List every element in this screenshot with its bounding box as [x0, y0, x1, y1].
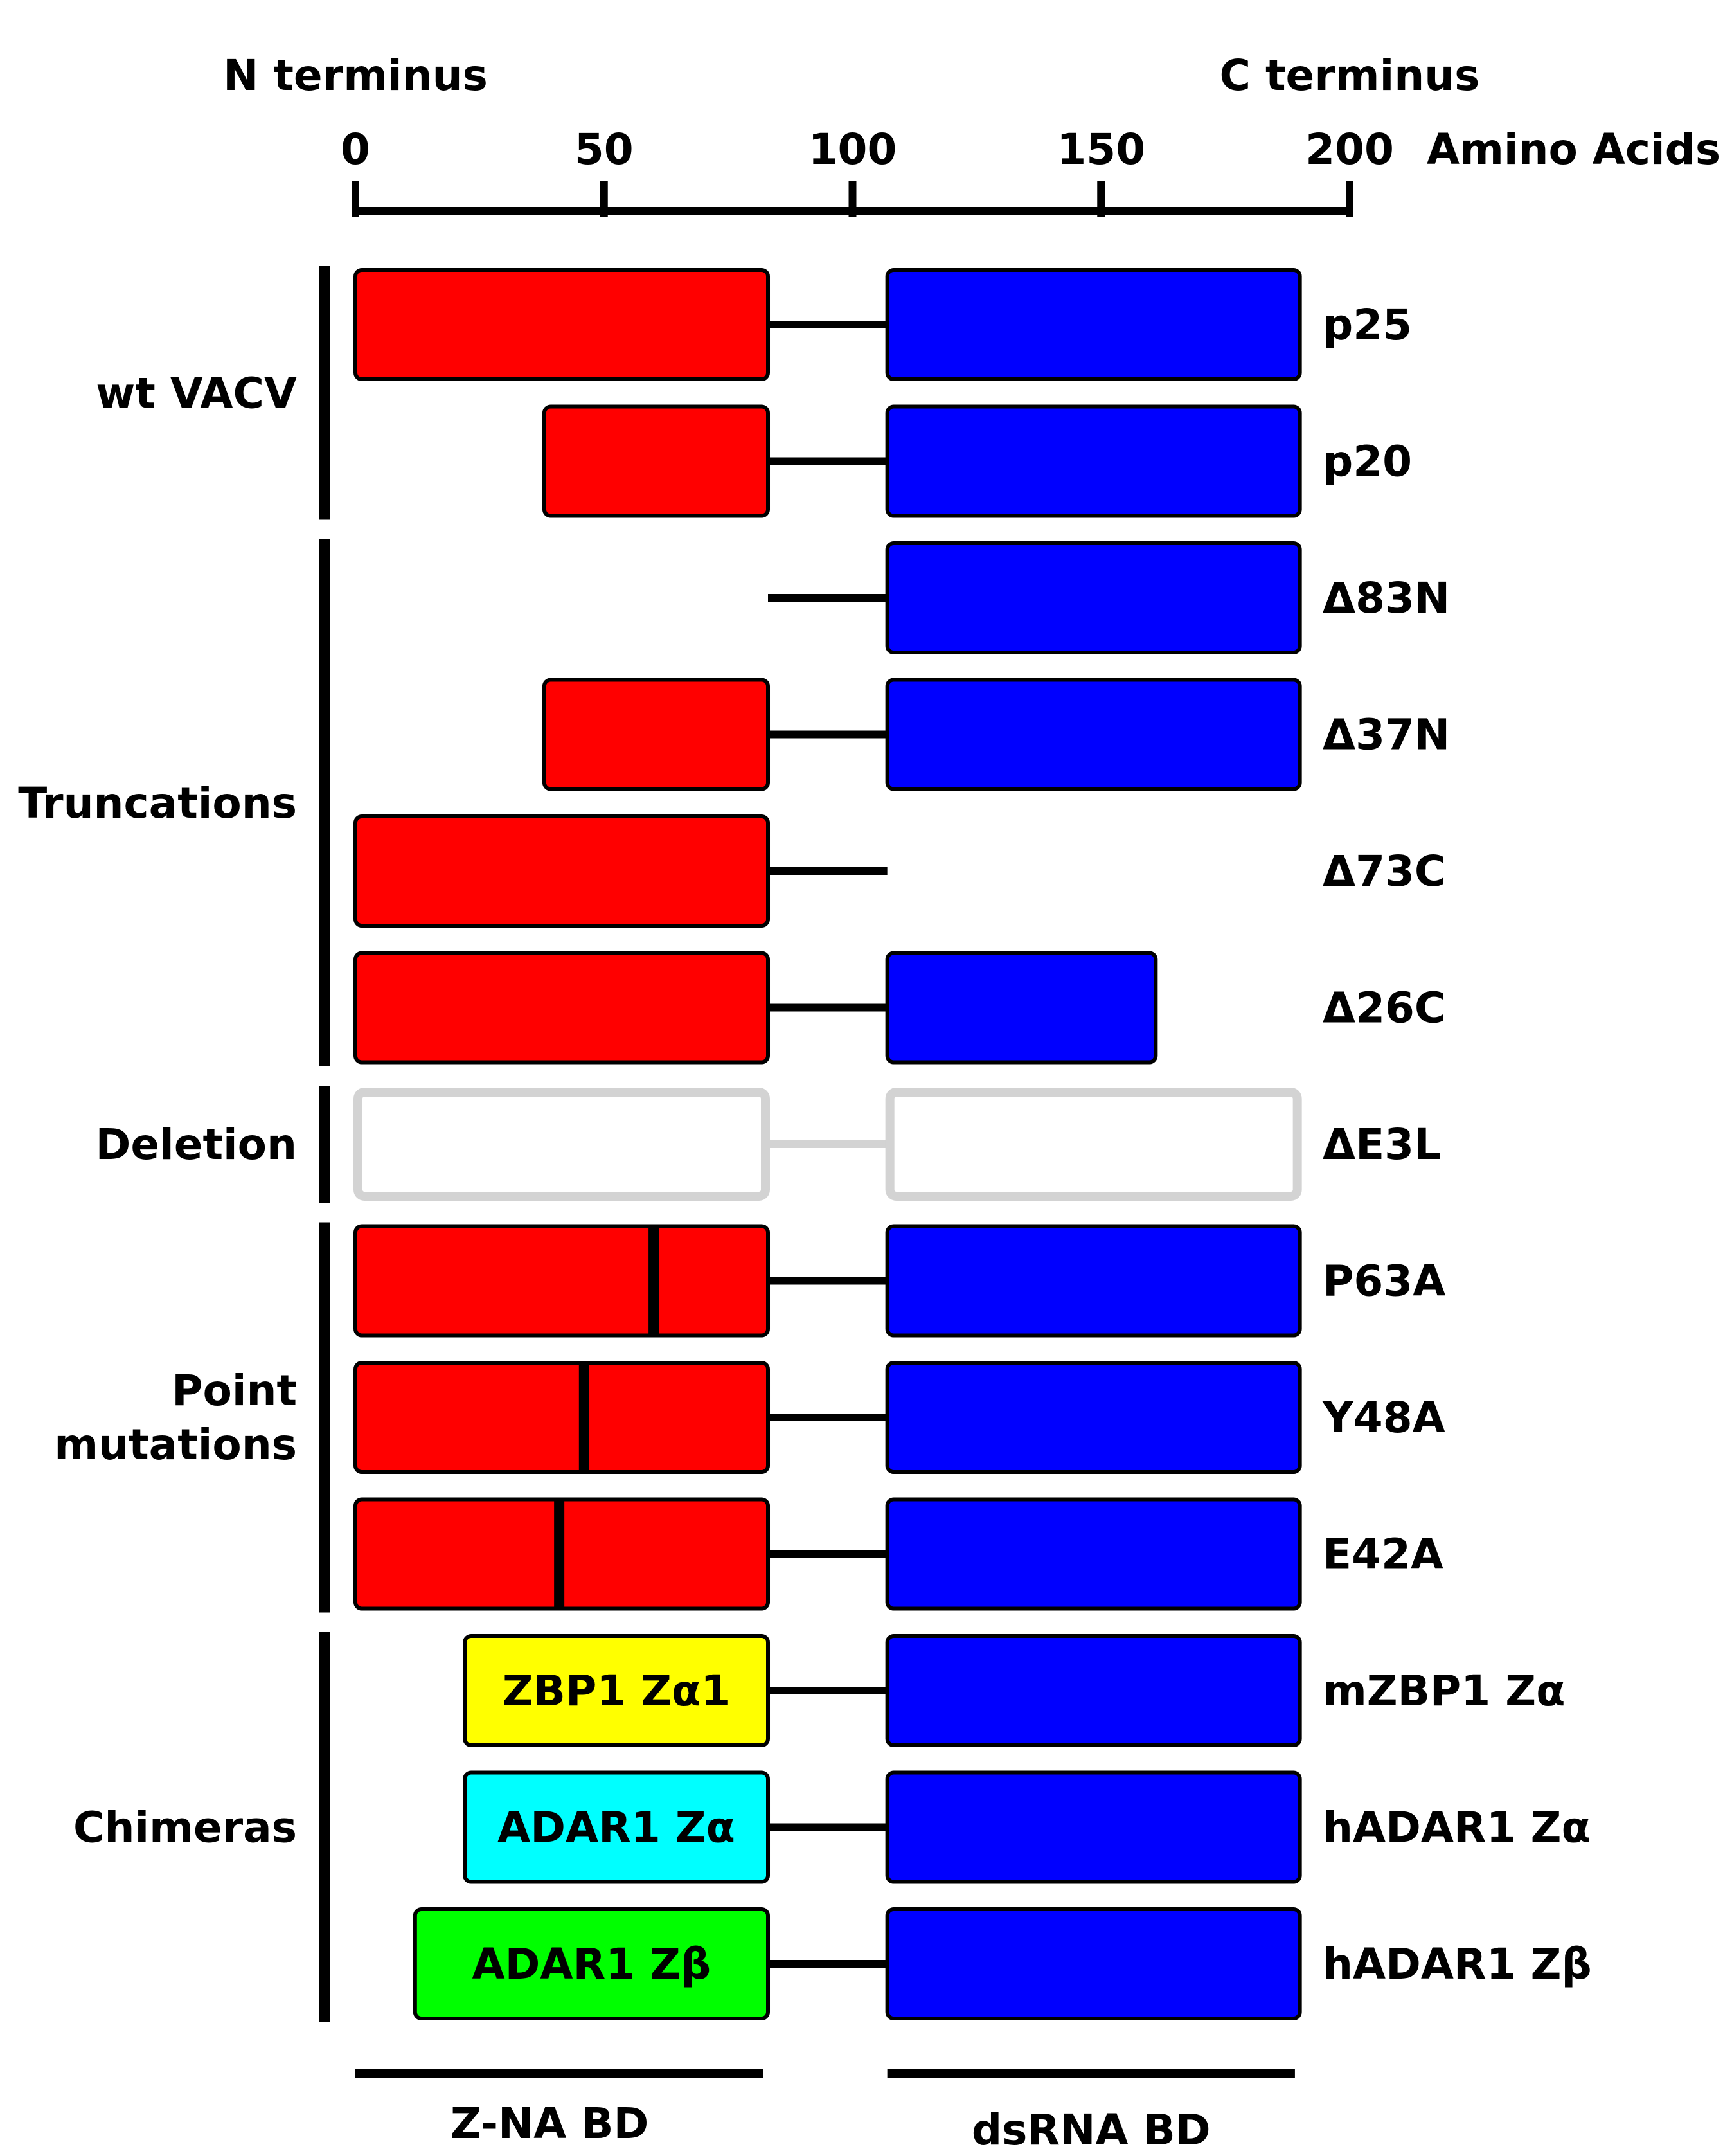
construct-row: ADAR1 Zα hADAR1 Zα [463, 1770, 1591, 1884]
construct-row: Δ83N [768, 541, 1450, 654]
zna-domain [353, 1224, 771, 1338]
construct-label: ΔE3L [1323, 1120, 1441, 1169]
dsrna-domain [885, 1770, 1302, 1884]
n-terminus-label: N terminus [223, 51, 488, 100]
construct-row: Δ37N [542, 678, 1450, 791]
construct-label: Y48A [1322, 1393, 1445, 1442]
construct-label: p25 [1323, 300, 1412, 350]
axis-unit-label: Amino Acids [1427, 125, 1720, 174]
dsrna-domain [885, 541, 1302, 654]
axis-tick-label: 0 [341, 125, 370, 174]
axis-tick-label: 200 [1305, 125, 1394, 174]
construct-row: Y48A [353, 1361, 1445, 1474]
dsrna-domain [885, 404, 1302, 518]
construct-row: P63A [353, 1224, 1445, 1338]
construct-label: mZBP1 Zα [1323, 1666, 1565, 1716]
domain-footer: Z-NA BD dsRNA BD [355, 2069, 1295, 2155]
domain-label: ZBP1 Zα1 [503, 1666, 731, 1716]
construct-row: E42A [353, 1497, 1443, 1611]
construct-groups: wt VACV Truncations Deletion Point mutations… [18, 266, 330, 2022]
construct-row: Δ73C [353, 814, 1445, 928]
construct-label: Δ73C [1323, 847, 1445, 896]
zna-domain [353, 951, 771, 1065]
construct-label: p20 [1323, 437, 1412, 487]
axis-tick-label: 50 [575, 125, 634, 174]
dsrna-domain [885, 1907, 1302, 2020]
dsrna-domain [885, 1224, 1302, 1338]
zna-domain [542, 404, 771, 518]
zna-domain [353, 268, 771, 381]
construct-row: p20 [542, 404, 1412, 518]
construct-label: P63A [1323, 1257, 1445, 1306]
construct-row: p25 [353, 268, 1412, 381]
dsrna-domain [885, 1634, 1302, 1747]
domain-label: ADAR1 Zα [497, 1803, 735, 1853]
group-label: Truncations [18, 778, 297, 828]
domain-label: ADAR1 Zβ [472, 1939, 711, 1989]
construct-rows: p25 p20 Δ83N Δ37N Δ73C Δ26C ΔE3L P63A Y48A E42A ZB… [353, 268, 1592, 2020]
construct-label: Δ83N [1323, 573, 1450, 623]
group-label: wt VACV [96, 368, 297, 418]
axis-tick-label: 150 [1057, 125, 1145, 174]
construct-row: ADAR1 Zβ hADAR1 Zβ [413, 1907, 1592, 2020]
construct-label: hADAR1 Zα [1323, 1803, 1591, 1853]
group-label: Point [172, 1366, 297, 1415]
dsrna-domain [885, 268, 1302, 381]
dsrna-domain [885, 1361, 1302, 1474]
deleted-domain [353, 1088, 771, 1201]
group-label: Chimeras [73, 1803, 297, 1853]
dsrna-domain [885, 951, 1158, 1065]
construct-row: ΔE3L [353, 1088, 1441, 1201]
construct-label: hADAR1 Zβ [1323, 1939, 1592, 1989]
zna-domain [353, 814, 771, 928]
zna-domain [542, 678, 771, 791]
construct-label: Δ37N [1323, 710, 1450, 760]
group-label: Deletion [96, 1120, 297, 1169]
amino-acid-axis: 0 50 100 150 200 [341, 125, 1394, 217]
construct-label: Δ26C [1323, 984, 1445, 1033]
zna-domain [463, 1634, 771, 1747]
deleted-domain [885, 1088, 1302, 1201]
zna-domain [463, 1770, 771, 1884]
zna-domain [353, 1361, 771, 1474]
dsrna-domain [885, 1497, 1302, 1611]
group-label: mutations [54, 1420, 297, 1469]
axis-tick-label: 100 [808, 125, 897, 174]
dsrna-bd-label: dsRNA BD [972, 2105, 1211, 2155]
dsrna-domain [885, 678, 1302, 791]
zna-domain [413, 1907, 771, 2020]
c-terminus-label: C terminus [1220, 51, 1480, 100]
construct-label: E42A [1323, 1530, 1443, 1579]
construct-row: ZBP1 Zα1 mZBP1 Zα [463, 1634, 1565, 1747]
construct-row: Δ26C [353, 951, 1445, 1065]
zna-bd-label: Z-NA BD [451, 2099, 648, 2148]
